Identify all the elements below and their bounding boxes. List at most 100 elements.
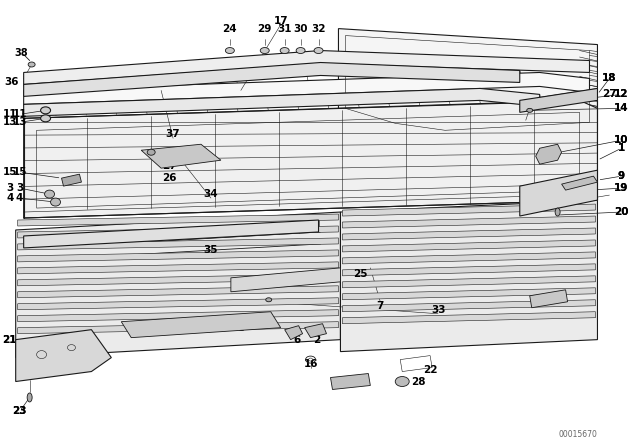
Ellipse shape (555, 208, 560, 216)
Polygon shape (16, 212, 340, 358)
Polygon shape (342, 264, 595, 276)
Text: 12: 12 (614, 90, 628, 99)
Text: 1: 1 (618, 143, 625, 153)
Text: 12: 12 (614, 90, 628, 99)
Text: 19: 19 (614, 183, 628, 193)
Polygon shape (342, 288, 595, 300)
Text: 6: 6 (293, 335, 300, 345)
Text: 37: 37 (166, 129, 180, 139)
Text: 00015670: 00015670 (559, 431, 598, 439)
Polygon shape (342, 216, 595, 228)
Ellipse shape (225, 47, 234, 53)
Ellipse shape (527, 108, 532, 112)
Ellipse shape (147, 149, 155, 155)
Polygon shape (340, 200, 598, 352)
Polygon shape (342, 240, 595, 252)
Polygon shape (339, 29, 598, 138)
Polygon shape (285, 326, 303, 340)
Text: 16: 16 (303, 358, 318, 369)
Polygon shape (122, 312, 281, 338)
Polygon shape (342, 276, 595, 288)
Text: 23: 23 (12, 406, 27, 417)
Text: 31: 31 (277, 24, 292, 34)
Ellipse shape (27, 393, 32, 402)
Text: 38: 38 (15, 47, 29, 57)
Ellipse shape (40, 115, 51, 122)
Ellipse shape (314, 47, 323, 53)
Polygon shape (342, 252, 595, 264)
Text: 9: 9 (618, 171, 625, 181)
Text: 8: 8 (237, 323, 244, 333)
Polygon shape (18, 226, 339, 238)
Polygon shape (18, 274, 339, 286)
Polygon shape (18, 286, 339, 298)
Ellipse shape (28, 62, 35, 67)
Text: 27: 27 (602, 90, 617, 99)
Polygon shape (24, 51, 589, 84)
Polygon shape (342, 300, 595, 312)
Polygon shape (520, 170, 598, 216)
Polygon shape (562, 176, 598, 190)
Ellipse shape (51, 198, 61, 206)
Text: 22: 22 (423, 365, 437, 375)
Polygon shape (18, 250, 339, 262)
Polygon shape (24, 100, 598, 218)
Polygon shape (18, 310, 339, 322)
Text: 11: 11 (12, 109, 27, 119)
Polygon shape (16, 330, 111, 382)
Ellipse shape (396, 376, 409, 387)
Text: 20: 20 (614, 207, 628, 217)
Text: 25: 25 (353, 269, 367, 279)
Text: 18: 18 (602, 73, 617, 83)
Polygon shape (61, 174, 81, 186)
Text: 9: 9 (618, 171, 625, 181)
Text: 13: 13 (12, 117, 27, 127)
Text: 26: 26 (162, 173, 177, 183)
Ellipse shape (45, 190, 54, 198)
Polygon shape (18, 238, 339, 250)
Polygon shape (330, 374, 371, 389)
Polygon shape (520, 88, 598, 112)
Text: 17: 17 (273, 16, 288, 26)
Text: 29: 29 (257, 24, 272, 34)
Text: 11: 11 (3, 109, 17, 119)
Text: 5: 5 (347, 376, 354, 387)
Text: 21: 21 (3, 335, 17, 345)
Polygon shape (24, 73, 589, 104)
Text: 32: 32 (311, 24, 326, 34)
Polygon shape (18, 298, 339, 310)
Polygon shape (342, 204, 595, 216)
Text: 20: 20 (614, 207, 628, 217)
Text: 36: 36 (542, 295, 557, 305)
Polygon shape (231, 268, 340, 292)
Text: 19: 19 (614, 183, 628, 193)
Ellipse shape (280, 47, 289, 53)
Text: 35: 35 (204, 245, 218, 255)
Polygon shape (530, 290, 568, 308)
Text: 36: 36 (4, 78, 19, 87)
Text: 10: 10 (614, 135, 628, 145)
Polygon shape (141, 144, 221, 168)
Polygon shape (18, 214, 339, 226)
Polygon shape (305, 324, 326, 338)
Polygon shape (18, 322, 339, 334)
Text: 14: 14 (614, 103, 628, 113)
Text: 3: 3 (6, 183, 13, 193)
Text: 24: 24 (223, 24, 237, 34)
Text: 1: 1 (618, 143, 625, 153)
Text: 4: 4 (16, 193, 24, 203)
Text: 4: 4 (6, 193, 13, 203)
Text: 21: 21 (3, 335, 17, 345)
Text: 30: 30 (293, 24, 308, 34)
Ellipse shape (40, 107, 51, 114)
Text: 15: 15 (3, 167, 17, 177)
Text: 14: 14 (614, 103, 628, 113)
Text: 10: 10 (614, 135, 628, 145)
Text: 7: 7 (376, 301, 384, 311)
Text: 23: 23 (12, 406, 27, 417)
Text: 13: 13 (3, 117, 17, 127)
Text: 15: 15 (12, 167, 27, 177)
Text: 3: 3 (16, 183, 23, 193)
Polygon shape (342, 312, 595, 324)
Text: 28: 28 (411, 376, 426, 387)
